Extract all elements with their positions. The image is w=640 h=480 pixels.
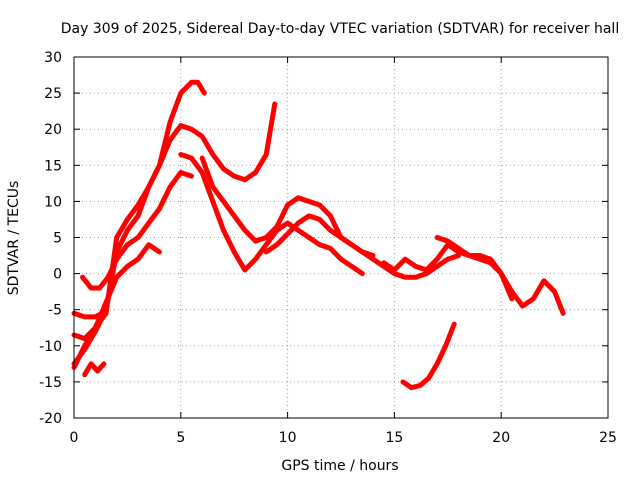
- y-tick-label: -5: [48, 303, 62, 319]
- series-track-e: [80, 170, 194, 291]
- y-tick-label: 0: [53, 267, 62, 283]
- x-tick-label: 20: [492, 430, 510, 446]
- series-track-i: [263, 213, 461, 280]
- series-track-f: [82, 361, 107, 378]
- data-series-group: [71, 79, 566, 391]
- y-tick-label: 5: [53, 231, 62, 247]
- x-tick-label: 5: [176, 430, 185, 446]
- y-tick-label: 20: [44, 122, 62, 138]
- y-axis-label: SDTVAR / TECUs: [6, 181, 22, 296]
- grid-lines: [74, 57, 608, 418]
- series-track-g: [178, 151, 365, 277]
- y-tick-label: 15: [44, 158, 62, 174]
- x-tick-label: 25: [599, 430, 617, 446]
- series-track-b: [71, 101, 278, 370]
- series-track-k: [434, 235, 515, 302]
- x-tick-label: 15: [385, 430, 403, 446]
- chart-title: Day 309 of 2025, Sidereal Day-to-day VTE…: [61, 21, 619, 37]
- x-tick-label: 0: [70, 430, 79, 446]
- y-tick-label: -15: [39, 375, 62, 391]
- y-tick-label: 10: [44, 194, 62, 210]
- series-track-l: [400, 321, 457, 391]
- y-tick-label: 30: [44, 50, 62, 66]
- x-tick-label: 10: [279, 430, 297, 446]
- x-axis-label: GPS time / hours: [281, 458, 398, 474]
- series-track-d: [71, 310, 105, 320]
- y-tick-label: -10: [39, 339, 62, 355]
- series-track-c: [71, 242, 162, 342]
- y-tick-label: 25: [44, 86, 62, 102]
- axis-ticks: 0 5 10 15 20 25 -20 -15 -10 -5 0 5 10 15 20 25 30: [39, 50, 617, 446]
- y-tick-label: -20: [39, 411, 62, 427]
